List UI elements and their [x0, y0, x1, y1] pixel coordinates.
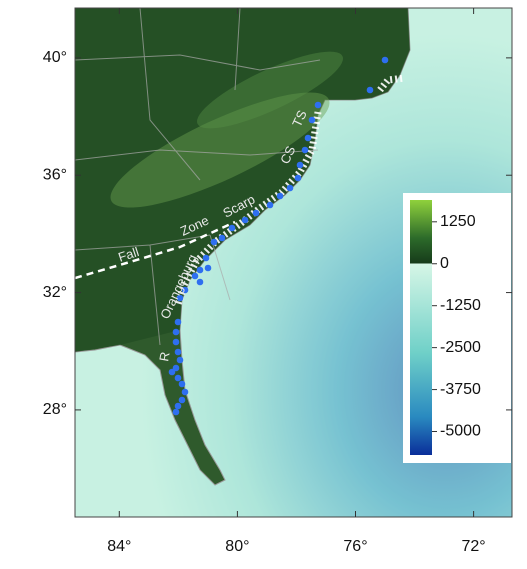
site-dot	[252, 209, 260, 217]
colorbar-tick-label: -1250	[440, 297, 481, 314]
map-frame	[74, 7, 513, 518]
site-dot	[172, 364, 180, 372]
colorbar-tick-label: 0	[440, 255, 449, 272]
label-fall: Fall	[116, 244, 141, 265]
site-dot	[168, 368, 176, 376]
site-dot	[181, 388, 189, 396]
lat-tick-label: 28°	[43, 401, 67, 418]
site-dot	[308, 116, 316, 124]
site-dot	[196, 266, 204, 274]
land-shade	[75, 8, 410, 352]
label-cs: CS	[277, 143, 298, 166]
lon-tick-label: 80°	[225, 538, 249, 555]
site-dot	[176, 356, 184, 364]
lon-tick-label: 72°	[462, 538, 486, 555]
site-dot	[381, 56, 389, 64]
colorbar-tick-label: -3750	[440, 381, 481, 398]
colorbar-scale	[410, 200, 432, 455]
lat-tick-label: 36°	[43, 166, 67, 183]
lat-tick-label: 40°	[43, 49, 67, 66]
lon-tick-label: 84°	[107, 538, 131, 555]
site-dot	[301, 146, 309, 154]
site-dot	[174, 348, 182, 356]
site-dot	[294, 174, 302, 182]
site-dot	[210, 238, 218, 246]
highlands	[197, 51, 343, 129]
site-dot	[286, 184, 294, 192]
fall-line	[75, 220, 236, 280]
site-dot	[174, 402, 182, 410]
site-dot	[202, 254, 210, 262]
colorbar: 1250 0 -1250 -2500 -3750 -5000	[403, 193, 511, 463]
site-dot	[276, 192, 284, 200]
site-dot	[228, 224, 236, 232]
site-dot	[204, 264, 212, 272]
sites	[168, 56, 389, 416]
site-dot	[172, 328, 180, 336]
site-dot	[174, 318, 182, 326]
site-dot	[178, 380, 186, 388]
site-dot	[176, 294, 184, 302]
state-borders	[75, 8, 321, 346]
site-dot	[266, 201, 274, 209]
lat-tick-label: 32°	[43, 284, 67, 301]
label-ts: TS	[289, 108, 310, 130]
site-dot	[296, 161, 304, 169]
site-dot	[241, 216, 249, 224]
site-dot	[218, 234, 226, 242]
colorbar-tick-label: -2500	[440, 339, 481, 356]
colorbar-tick-label: -5000	[440, 423, 481, 440]
site-dot	[172, 338, 180, 346]
site-dot	[174, 374, 182, 382]
colorbar-tick-label: 1250	[440, 213, 476, 230]
highlands	[110, 92, 330, 208]
lon-tick-label: 76°	[343, 538, 367, 555]
site-dot	[196, 278, 204, 286]
site-dot	[191, 272, 199, 280]
site-dot	[178, 396, 186, 404]
site-dot	[304, 134, 312, 142]
site-dot	[366, 86, 374, 94]
site-dot	[314, 101, 322, 109]
site-dot	[172, 408, 180, 416]
label-r: R	[156, 351, 172, 363]
site-dot	[181, 286, 189, 294]
scarp-belt	[174, 74, 406, 307]
